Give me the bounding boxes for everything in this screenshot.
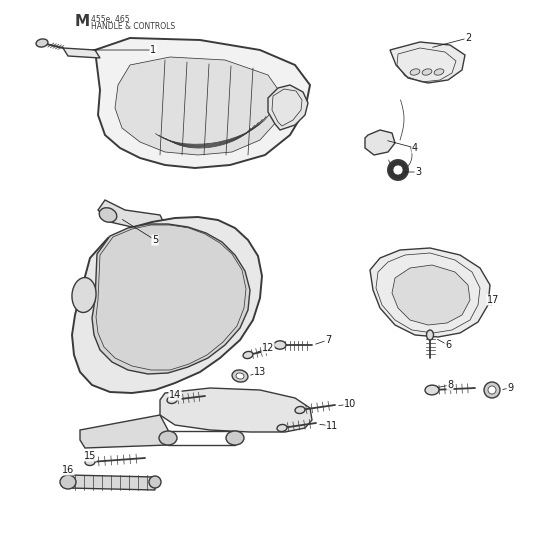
Ellipse shape [427,330,433,340]
Polygon shape [390,42,465,83]
Text: HANDLE & CONTROLS: HANDLE & CONTROLS [91,22,175,31]
Ellipse shape [85,459,95,465]
Text: 8: 8 [447,380,453,390]
Text: 10: 10 [344,399,356,409]
Polygon shape [72,217,262,393]
Text: 11: 11 [326,421,338,431]
Polygon shape [92,224,250,374]
Text: M: M [75,14,90,29]
Polygon shape [392,265,470,325]
Ellipse shape [149,476,161,488]
Text: 1: 1 [150,45,156,55]
Ellipse shape [388,160,408,180]
Polygon shape [68,475,155,490]
Ellipse shape [484,382,500,398]
Ellipse shape [99,208,117,222]
Ellipse shape [159,431,177,445]
Ellipse shape [277,424,287,432]
Polygon shape [95,38,310,168]
Text: 16: 16 [62,465,74,475]
Ellipse shape [236,373,244,379]
Text: 5: 5 [152,235,158,245]
Text: 3: 3 [415,167,421,177]
Text: 15: 15 [84,451,96,461]
Ellipse shape [167,396,177,404]
Ellipse shape [226,431,244,445]
Text: 14: 14 [169,390,181,400]
Polygon shape [80,415,168,448]
Polygon shape [63,48,100,58]
Text: 17: 17 [487,295,499,305]
Text: 4: 4 [412,143,418,153]
Text: 13: 13 [254,367,266,377]
Text: 12: 12 [262,343,274,353]
Text: 2: 2 [465,33,471,43]
Polygon shape [370,248,490,337]
Ellipse shape [422,69,432,75]
Ellipse shape [243,352,253,358]
Ellipse shape [295,407,305,413]
Ellipse shape [36,39,48,47]
Polygon shape [365,130,395,155]
Ellipse shape [434,69,444,75]
Polygon shape [268,85,308,130]
Ellipse shape [393,165,403,175]
Polygon shape [115,57,282,155]
Ellipse shape [72,278,96,312]
Ellipse shape [425,385,439,395]
Text: 7: 7 [325,335,331,345]
Ellipse shape [60,475,76,489]
Text: 9: 9 [507,383,513,393]
Text: 455e, 465: 455e, 465 [91,15,129,24]
Polygon shape [160,388,312,432]
Ellipse shape [488,386,496,394]
Text: 6: 6 [445,340,451,350]
Ellipse shape [232,370,248,382]
Ellipse shape [274,341,286,349]
Polygon shape [98,200,165,230]
Ellipse shape [410,69,420,75]
